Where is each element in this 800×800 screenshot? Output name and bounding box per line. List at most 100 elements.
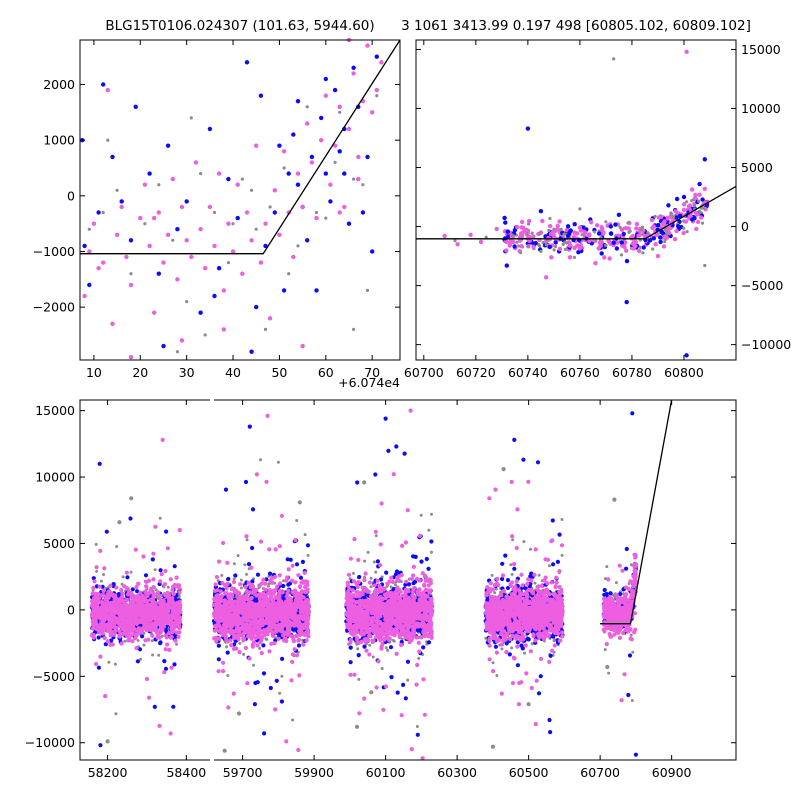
data-point-pink [323,93,328,98]
data-point-pink [111,632,117,637]
data-point-pink [599,239,604,245]
data-point-pink [681,202,687,207]
data-point-gray [136,639,140,642]
data-point-pink [184,238,189,243]
data-point-blue [319,115,324,121]
data-point-pink [134,584,139,590]
data-point-blue [152,704,157,710]
data-point-gray [626,221,630,225]
data-point-pink [123,603,128,608]
data-point-pink [305,582,310,588]
data-point-gray [538,232,542,236]
data-point-pink [107,593,112,598]
data-point-gray [592,230,597,234]
data-point-pink [170,587,175,592]
data-point-blue [171,704,176,709]
data-point-gray [578,207,582,211]
data-point-pink [159,572,164,577]
data-point-pink [540,218,545,224]
data-point-pink [291,254,296,260]
data-point-blue [608,231,614,236]
data-point-blue [624,299,629,305]
data-point-pink [557,246,562,252]
data-point-blue [164,529,169,534]
data-point-blue [216,643,221,648]
data-point-gray [160,634,164,638]
data-point-pink [231,691,236,696]
data-point-pink [139,604,144,609]
data-point-gray [175,350,179,354]
data-point-pink [172,583,177,588]
data-point-pink [587,238,592,244]
data-point-blue [140,634,145,639]
data-point-pink [231,629,236,634]
data-point-blue [323,171,328,176]
y-tick-tl-label: 1000 [43,133,75,148]
data-point-pink [515,225,520,230]
data-point-blue [255,680,260,685]
data-point-gray [537,244,542,248]
data-point-gray [95,569,99,573]
data-point-pink [167,647,172,653]
data-point-blue [261,643,266,648]
data-point-gray [530,231,534,235]
data-point-blue [677,213,683,219]
data-point-pink [699,215,704,220]
data-point-pink [600,226,605,231]
data-point-blue [651,236,656,241]
data-point-gray [544,243,548,247]
data-point-blue [512,244,517,249]
data-point-blue [328,199,333,204]
data-point-pink [220,581,225,586]
data-point-blue [323,76,328,82]
data-point-pink [117,629,122,634]
data-point-pink [674,228,679,234]
data-point-pink [151,599,156,604]
data-point-gray [226,674,230,677]
data-point-gray [525,232,529,236]
data-point-pink [270,580,275,585]
data-point-gray [651,247,655,251]
data-point-pink [695,212,700,217]
data-point-pink [442,233,447,239]
model-line-tl [80,40,400,255]
data-point-pink [134,646,139,651]
data-point-pink [92,579,97,584]
data-point-gray [703,263,707,268]
y-tick-tl-label: 2000 [43,77,75,92]
data-point-pink [174,575,179,580]
data-point-blue [332,87,338,93]
data-point-pink [114,232,120,237]
data-point-blue [277,143,282,148]
data-point-blue [156,271,161,276]
data-point-pink [337,210,342,215]
data-point-gray [143,222,147,226]
data-point-pink [162,670,167,675]
data-point-blue [374,54,379,59]
data-point-pink [193,160,199,165]
data-point-blue [624,258,630,264]
data-point-pink [118,614,123,619]
data-point-pink [110,321,115,326]
data-point-blue [223,487,229,492]
data-point-pink [224,591,229,596]
data-point-pink [161,603,166,608]
data-point-pink [94,626,99,632]
data-point-blue [244,60,250,65]
data-point-gray [238,641,242,645]
data-point-pink [150,633,155,638]
data-point-blue [305,238,310,243]
data-point-gray [545,239,549,243]
data-point-gray [99,579,103,583]
data-point-blue [611,240,616,245]
data-point-gray [115,188,119,192]
data-point-gray [604,220,608,224]
data-point-pink [254,143,259,148]
data-point-gray [628,229,632,233]
data-point-gray [239,578,243,582]
data-point-pink [165,602,170,607]
data-point-gray [254,227,258,231]
data-point-blue [613,222,618,227]
data-point-pink [598,243,603,248]
